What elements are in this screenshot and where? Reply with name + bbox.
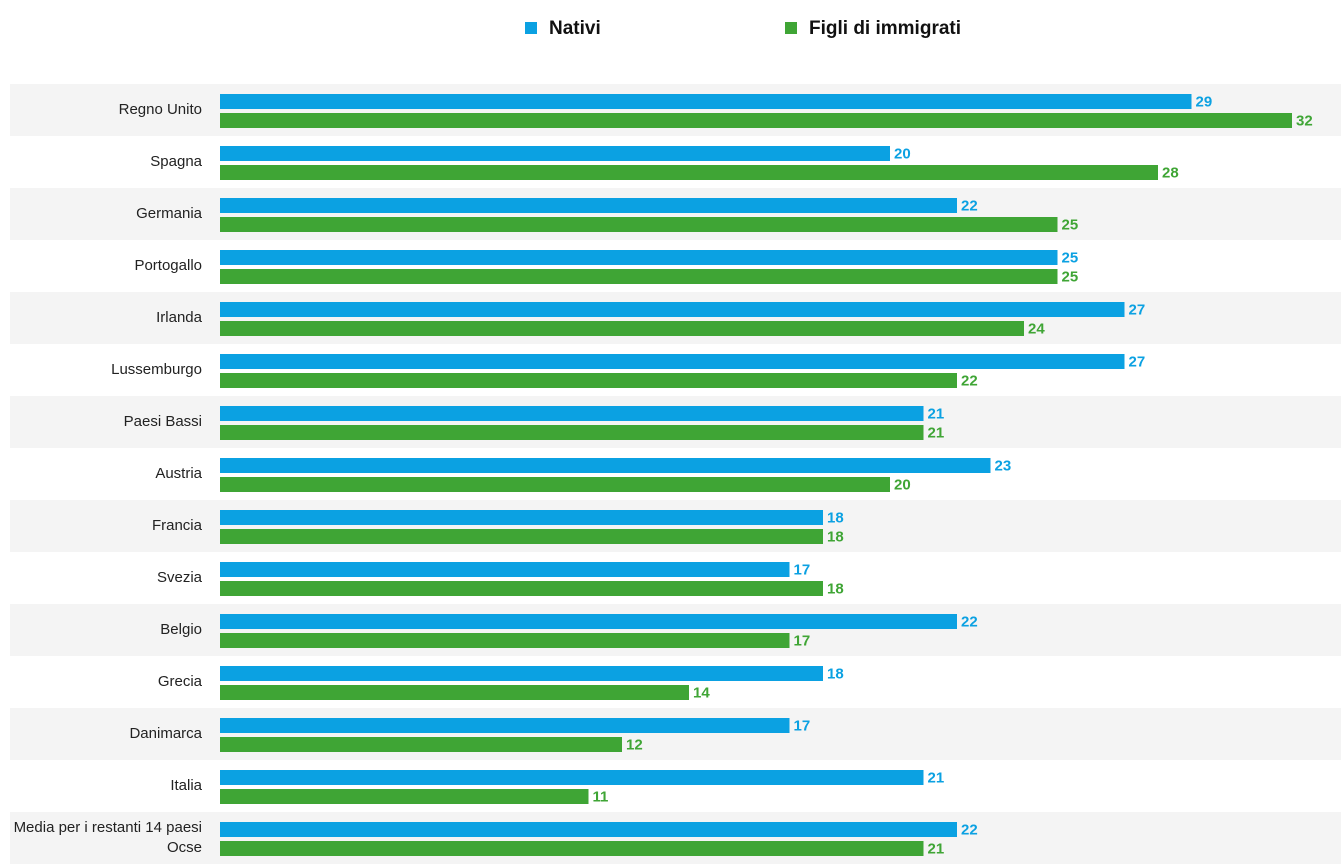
bar bbox=[220, 737, 622, 752]
value-label: 23 bbox=[995, 457, 1012, 474]
bar bbox=[220, 477, 890, 492]
value-label: 21 bbox=[928, 769, 945, 786]
bar bbox=[220, 770, 924, 785]
value-label: 22 bbox=[961, 613, 978, 630]
value-label: 22 bbox=[961, 372, 978, 389]
value-label: 29 bbox=[1196, 93, 1213, 110]
value-label: 17 bbox=[794, 717, 811, 734]
value-label: 25 bbox=[1062, 216, 1079, 233]
value-label: 21 bbox=[928, 424, 945, 441]
bar bbox=[220, 165, 1158, 180]
category-label: Paesi Bassi bbox=[123, 413, 202, 430]
legend-label: Nativi bbox=[549, 18, 601, 39]
category-label: Portogallo bbox=[134, 257, 202, 274]
bar bbox=[220, 269, 1058, 284]
row-band bbox=[10, 604, 1341, 656]
bar bbox=[220, 685, 689, 700]
bar bbox=[220, 841, 924, 856]
category-label: Danimarca bbox=[129, 725, 202, 742]
bar bbox=[220, 614, 957, 629]
category-label: Irlanda bbox=[156, 309, 202, 326]
value-label: 25 bbox=[1062, 249, 1079, 266]
value-label: 22 bbox=[961, 197, 978, 214]
bar bbox=[220, 529, 823, 544]
bar bbox=[220, 250, 1058, 265]
value-label: 27 bbox=[1129, 353, 1146, 370]
value-label: 22 bbox=[961, 821, 978, 838]
category-label: Francia bbox=[151, 517, 202, 534]
bar bbox=[220, 458, 991, 473]
value-label: 27 bbox=[1129, 301, 1146, 318]
value-label: 12 bbox=[626, 736, 643, 753]
bar bbox=[220, 581, 823, 596]
bar bbox=[220, 94, 1192, 109]
legend-swatch bbox=[785, 22, 797, 34]
row-band bbox=[10, 396, 1341, 448]
bar bbox=[220, 146, 890, 161]
category-label: Grecia bbox=[157, 673, 202, 690]
bar bbox=[220, 113, 1292, 128]
bar bbox=[220, 373, 957, 388]
value-label: 18 bbox=[827, 528, 844, 545]
bar bbox=[220, 354, 1125, 369]
value-label: 17 bbox=[794, 632, 811, 649]
bar bbox=[220, 217, 1058, 232]
category-label: Austria bbox=[155, 465, 202, 482]
bar bbox=[220, 198, 957, 213]
value-label: 18 bbox=[827, 509, 844, 526]
category-label: Belgio bbox=[160, 621, 202, 638]
value-label: 25 bbox=[1062, 268, 1079, 285]
bar bbox=[220, 321, 1024, 336]
value-label: 18 bbox=[827, 580, 844, 597]
row-band bbox=[10, 812, 1341, 864]
value-label: 21 bbox=[928, 840, 945, 857]
legend-label: Figli di immigrati bbox=[809, 18, 961, 39]
bar bbox=[220, 562, 790, 577]
bar bbox=[220, 633, 790, 648]
row-band bbox=[10, 708, 1341, 760]
bar bbox=[220, 302, 1125, 317]
bar bbox=[220, 718, 790, 733]
value-label: 14 bbox=[693, 684, 710, 701]
category-label: Svezia bbox=[156, 569, 202, 586]
value-label: 11 bbox=[593, 788, 609, 805]
row-band bbox=[10, 500, 1341, 552]
value-label: 32 bbox=[1296, 112, 1313, 129]
bar bbox=[220, 425, 924, 440]
category-label: Spagna bbox=[150, 153, 202, 170]
category-label: Media per i restanti 14 paesi Ocse bbox=[13, 819, 202, 856]
row-band bbox=[10, 84, 1341, 136]
bar bbox=[220, 510, 823, 525]
value-label: 20 bbox=[894, 476, 911, 493]
value-label: 17 bbox=[794, 561, 811, 578]
category-label: Regno Unito bbox=[118, 101, 202, 118]
value-label: 20 bbox=[894, 145, 911, 162]
bar bbox=[220, 789, 589, 804]
category-label: Lussemburgo bbox=[111, 361, 202, 378]
bar bbox=[220, 822, 957, 837]
legend-swatch bbox=[525, 22, 537, 34]
category-label: Germania bbox=[136, 205, 202, 222]
value-label: 18 bbox=[827, 665, 844, 682]
bar bbox=[220, 666, 823, 681]
row-band bbox=[10, 188, 1341, 240]
bar bbox=[220, 406, 924, 421]
value-label: 28 bbox=[1162, 164, 1179, 181]
value-label: 24 bbox=[1028, 320, 1045, 337]
value-label: 21 bbox=[928, 405, 945, 422]
category-label: Italia bbox=[170, 777, 202, 794]
